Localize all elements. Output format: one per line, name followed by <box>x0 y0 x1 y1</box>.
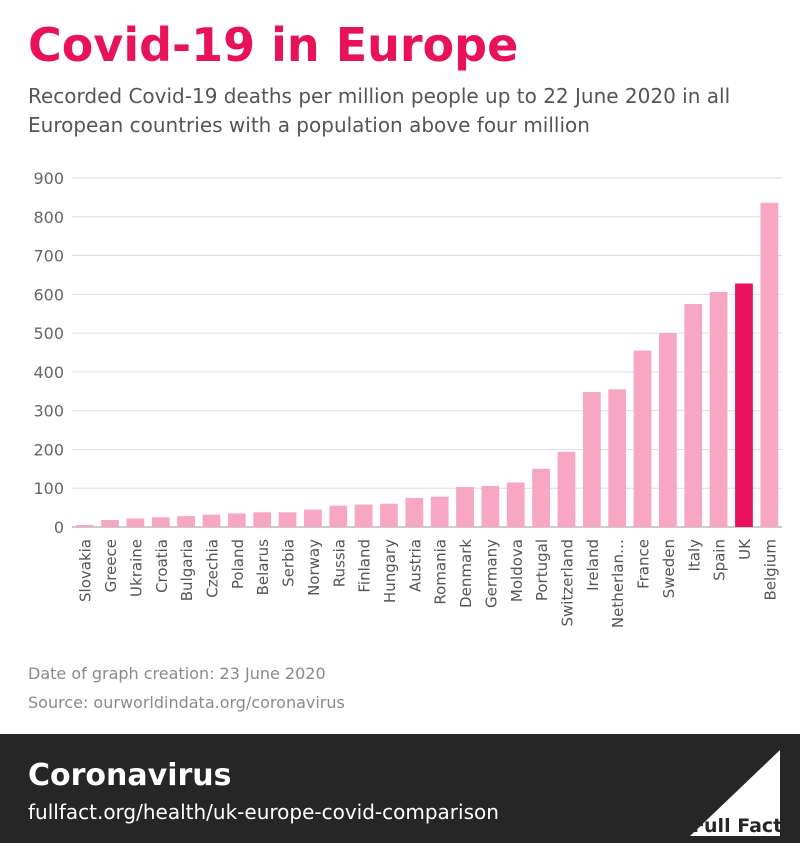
bar-france <box>633 350 652 527</box>
bar-bulgaria <box>177 516 195 527</box>
y-tick-label: 600 <box>33 285 64 304</box>
x-tick-label: Germany <box>482 539 500 608</box>
footer-link[interactable]: fullfact.org/health/uk-europe-covid-comp… <box>28 800 499 824</box>
x-tick-label: Bulgaria <box>178 539 196 601</box>
x-tick-label: Spain <box>711 539 729 581</box>
x-tick-label: Switzerland <box>558 539 576 627</box>
bar-denmark <box>456 487 474 527</box>
bar-austria <box>405 497 424 527</box>
x-tick-label: Austria <box>406 539 424 592</box>
chart-title: Covid-19 in Europe <box>28 18 519 72</box>
full-fact-triangle-icon <box>690 750 780 836</box>
bar-netherlan- <box>608 389 627 527</box>
footer-bar: Coronavirus fullfact.org/health/uk-europ… <box>0 734 800 843</box>
y-tick-label: 0 <box>54 518 64 537</box>
full-fact-logo-text: Full Fact <box>692 815 782 837</box>
y-tick-label: 900 <box>33 169 64 188</box>
bar-serbia <box>278 512 297 527</box>
x-tick-label: Belarus <box>254 539 272 596</box>
bar-moldova <box>506 482 525 527</box>
x-tick-label: Moldova <box>508 539 526 602</box>
bar-italy <box>684 304 703 527</box>
bar-chart: 0 100 200 300 400 500 600 700 800 900 Slovakia Gree… <box>33 169 782 628</box>
x-tick-label: Ireland <box>584 539 602 591</box>
bar-poland <box>227 513 246 527</box>
bar-romania <box>430 496 449 527</box>
bar-norway <box>304 509 322 527</box>
x-tick-label: Greece <box>102 539 120 592</box>
full-fact-logo: Full Fact <box>690 750 782 837</box>
x-tick-label: Russia <box>330 539 348 587</box>
x-tick-label: Slovakia <box>77 539 95 602</box>
bar-ukraine <box>126 518 145 527</box>
y-tick-label: 100 <box>33 479 64 498</box>
bar-portugal <box>532 468 550 527</box>
x-tick-label: Sweden <box>660 539 678 598</box>
bar-belarus <box>253 512 272 527</box>
x-tick-label: Norway <box>305 539 323 596</box>
bar-greece <box>101 520 119 527</box>
y-tick-label: 700 <box>33 247 64 266</box>
bar-russia <box>329 505 348 527</box>
x-tick-label: Belgium <box>761 539 779 601</box>
x-tick-label: Portugal <box>533 539 551 601</box>
x-tick-label: Denmark <box>457 539 475 608</box>
y-tick-label: 300 <box>33 402 64 421</box>
bar-spain <box>709 292 728 527</box>
x-tick-label: Italy <box>685 539 703 572</box>
x-tick-label: Croatia <box>153 539 171 593</box>
graph-date-note: Date of graph creation: 23 June 2020 <box>28 664 326 683</box>
x-tick-label: Czechia <box>203 539 221 598</box>
y-tick-label: 400 <box>33 363 64 382</box>
x-tick-label: Netherlan… <box>609 539 627 628</box>
bar-sweden <box>659 333 677 527</box>
bar-belgium <box>760 202 779 527</box>
bar-czechia <box>202 514 221 527</box>
x-tick-label: Ukraine <box>127 539 145 597</box>
x-tick-label: Finland <box>356 539 374 593</box>
bar-uk <box>735 283 753 527</box>
bar-slovakia <box>75 525 94 527</box>
bar-germany <box>481 485 500 527</box>
bar-switzerland <box>557 451 576 527</box>
x-tick-label: Poland <box>229 539 247 589</box>
x-tick-label: Hungary <box>381 539 399 603</box>
bar-croatia <box>151 517 170 527</box>
bar-finland <box>354 504 373 527</box>
y-tick-label: 200 <box>33 440 64 459</box>
bar-hungary <box>380 503 398 527</box>
x-tick-label: Serbia <box>280 539 298 587</box>
x-tick-label: France <box>635 539 653 589</box>
bar-ireland <box>582 392 601 527</box>
chart-subtitle: Recorded Covid-19 deaths per million peo… <box>28 84 731 137</box>
x-tick-label: UK <box>736 538 754 560</box>
footer-topic: Coronavirus <box>28 758 232 793</box>
source-note: Source: ourworldindata.org/coronavirus <box>28 693 345 712</box>
x-tick-label: Romania <box>432 539 450 605</box>
y-tick-label: 500 <box>33 324 64 343</box>
y-tick-label: 800 <box>33 208 64 227</box>
